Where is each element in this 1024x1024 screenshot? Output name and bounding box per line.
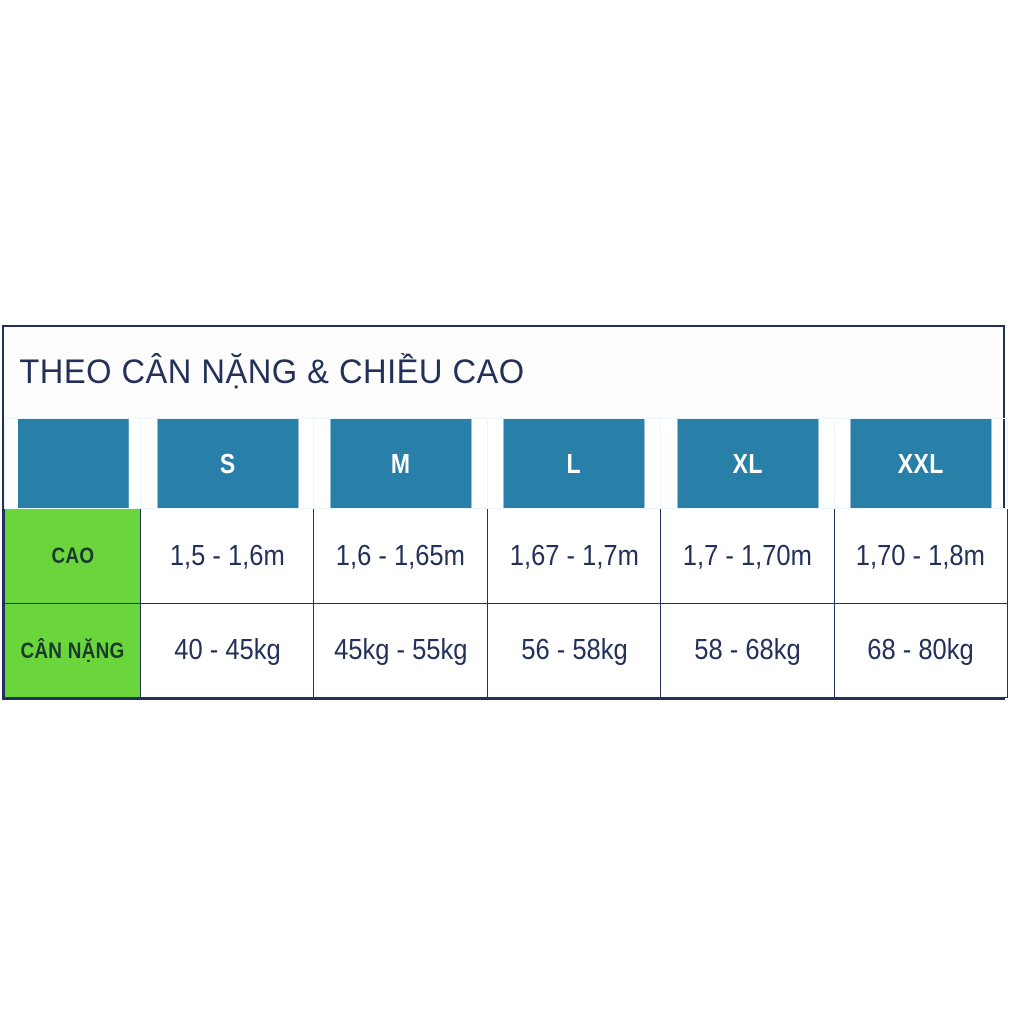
column-header-xl: XL	[675, 418, 819, 509]
column-header-s: S	[155, 418, 299, 509]
cell-height-xxl-text: 1,70 - 1,8m	[856, 539, 986, 572]
size-chart-table: THEO CÂN NẶNG & CHIỀU CAO S M L XL XXL	[2, 325, 1008, 700]
cell-weight-xxl: 68 - 80kg	[833, 603, 1008, 698]
cell-weight-l: 56 - 58kg	[486, 603, 662, 698]
cell-weight-xxl-text: 68 - 80kg	[867, 634, 974, 666]
cell-weight-l-text: 56 - 58kg	[520, 634, 628, 666]
cell-height-m-text: 1,6 - 1,65m	[336, 539, 466, 572]
page-title: THEO CÂN NẶNG & CHIỀU CAO	[19, 353, 525, 391]
cell-weight-m-text: 45kg - 55kg	[333, 634, 468, 666]
table-header-row: S M L XL XXL	[5, 418, 1008, 509]
cell-height-xl: 1,7 - 1,70m	[660, 508, 835, 604]
column-header-l: L	[502, 418, 646, 509]
cell-weight-s: 40 - 45kg	[139, 603, 315, 698]
row-label-weight-text: CÂN NẶNG	[20, 637, 125, 663]
cell-weight-m: 45kg - 55kg	[313, 603, 488, 698]
cell-weight-xl-text: 58 - 68kg	[694, 634, 801, 666]
table-row: CAO 1,5 - 1,6m 1,6 - 1,65m 1,67 - 1,7m 1…	[4, 508, 1008, 604]
chart-title-row: THEO CÂN NẶNG & CHIỀU CAO	[4, 327, 1003, 418]
row-label-weight: CÂN NẶNG	[4, 603, 141, 698]
cell-weight-xl: 58 - 68kg	[660, 603, 835, 698]
row-label-height: CAO	[4, 508, 141, 604]
table-row: CÂN NẶNG 40 - 45kg 45kg - 55kg 56 - 58kg…	[4, 603, 1008, 698]
column-header-xxl: XXL	[849, 418, 993, 509]
cell-height-l: 1,67 - 1,7m	[486, 508, 662, 604]
measurements-table: S M L XL XXL CAO 1,5 - 1,6m 1,6 - 1,65m …	[4, 418, 1008, 698]
cell-height-xxl: 1,70 - 1,8m	[833, 508, 1008, 604]
column-header-m: M	[329, 418, 473, 509]
cell-height-xl-text: 1,7 - 1,70m	[682, 539, 812, 572]
cell-height-s: 1,5 - 1,6m	[139, 508, 315, 604]
row-label-height-text: CAO	[51, 543, 94, 568]
cell-weight-s-text: 40 - 45kg	[173, 634, 281, 666]
cell-height-l-text: 1,67 - 1,7m	[509, 539, 639, 572]
cell-height-m: 1,6 - 1,65m	[313, 508, 488, 604]
cell-height-s-text: 1,5 - 1,6m	[169, 539, 285, 572]
header-corner-cell	[16, 418, 129, 509]
